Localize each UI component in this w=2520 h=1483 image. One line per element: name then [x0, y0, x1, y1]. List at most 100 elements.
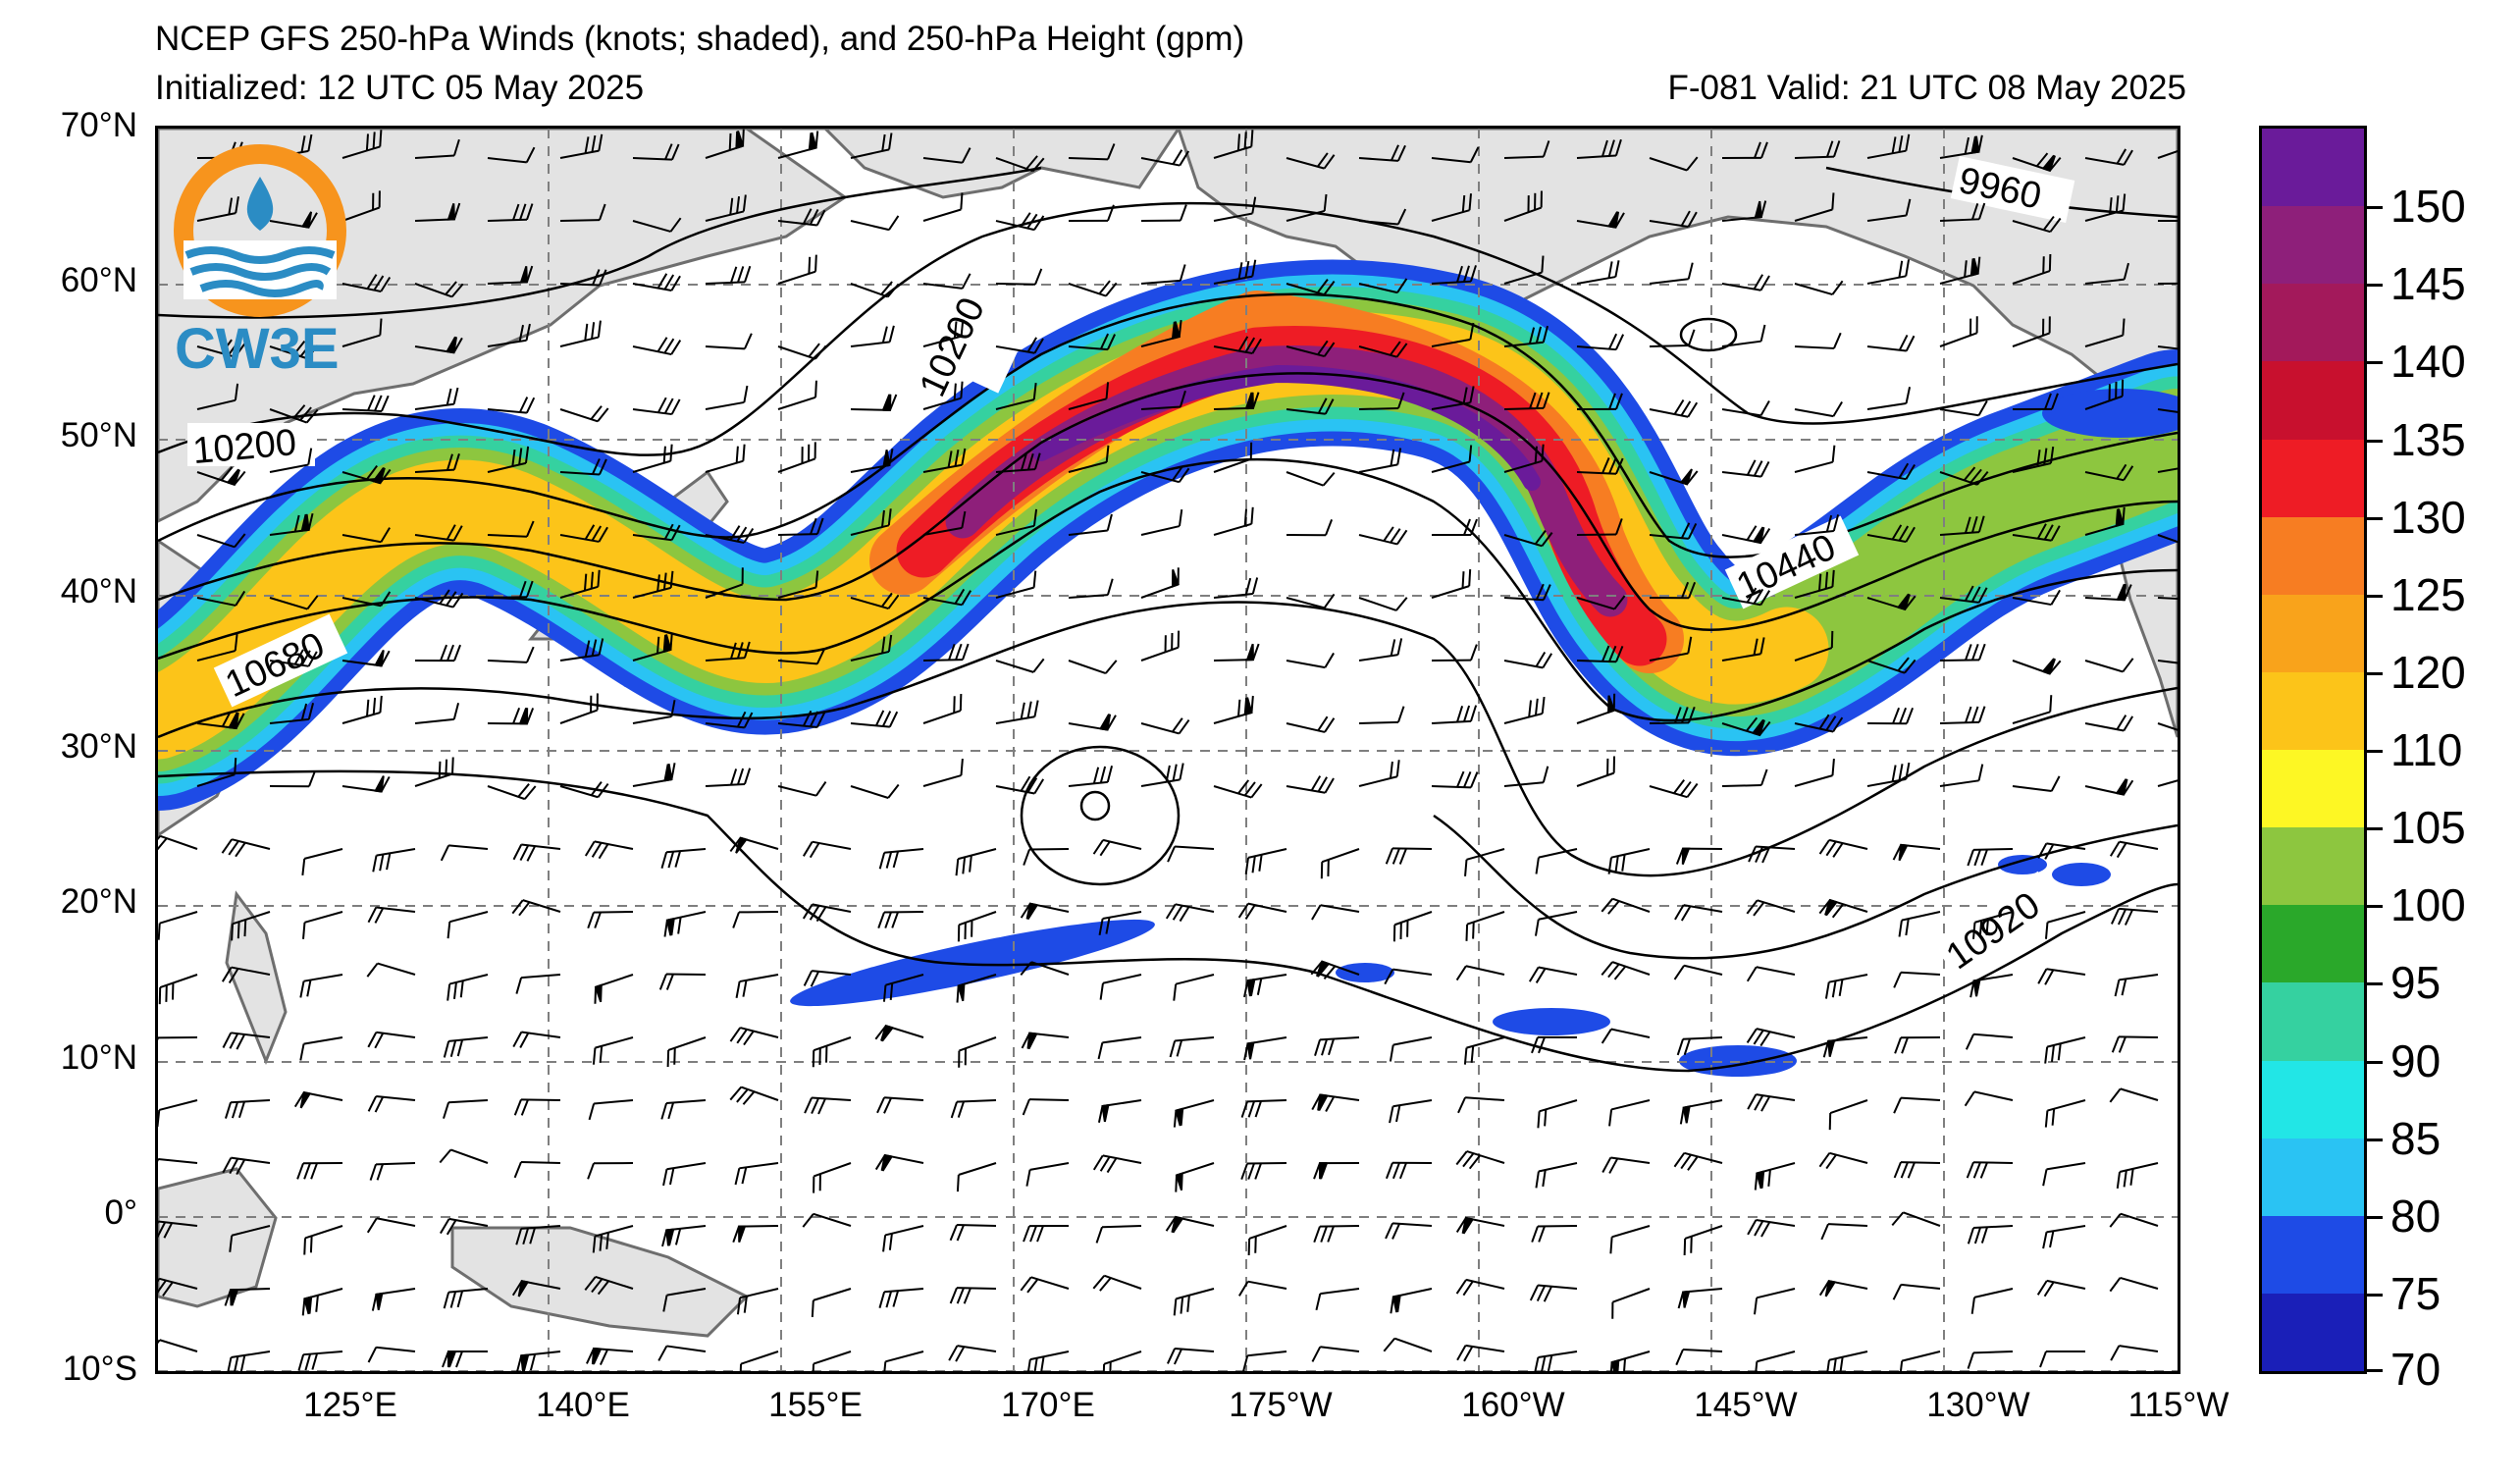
- wind-barb: [158, 1339, 198, 1354]
- wind-barb: [666, 1036, 707, 1068]
- wind-barb: [874, 1153, 924, 1172]
- wind-barb: [882, 1225, 924, 1252]
- wind-barb: [1531, 1225, 1578, 1243]
- wind-barb: [1972, 911, 2014, 939]
- wind-barb: [1866, 198, 1912, 222]
- wind-barb: [956, 1162, 997, 1192]
- wind-barb: [1140, 390, 1186, 410]
- wind-barb: [661, 1225, 707, 1247]
- wind-barb: [922, 381, 964, 410]
- wind-barb: [1358, 448, 1402, 473]
- wind-barb: [2044, 1099, 2086, 1128]
- wind-barb: [1455, 1278, 1505, 1297]
- colorbar-tick: [2367, 206, 2383, 210]
- wind-barb: [513, 1161, 561, 1179]
- colorbar-segment: [2262, 594, 2364, 673]
- wind-barb: [1431, 322, 1475, 347]
- wind-barb: [1167, 1347, 1215, 1365]
- wind-barb: [958, 1036, 997, 1068]
- wind-barb: [1503, 444, 1545, 473]
- wind-barb: [1313, 1225, 1360, 1244]
- wind-barb: [414, 452, 460, 473]
- wind-barb: [1455, 1216, 1505, 1235]
- wind-barb: [995, 775, 1045, 795]
- wind-barb: [1794, 280, 1844, 295]
- wind-barb: [1969, 974, 2014, 998]
- wind-barb: [1939, 256, 1981, 285]
- wind-barb: [2157, 144, 2178, 159]
- wind-barb: [1675, 1349, 1723, 1366]
- wind-barb: [732, 911, 779, 928]
- wind-barb: [1140, 717, 1190, 735]
- wind-barb: [487, 446, 530, 473]
- wind-barb: [705, 444, 746, 473]
- wind-barb: [1097, 1036, 1142, 1060]
- wind-barb: [269, 703, 315, 724]
- wind-barb: [1092, 838, 1142, 857]
- wind-barb: [2084, 778, 2134, 796]
- colorbar-tick: [2367, 594, 2383, 598]
- wind-barb: [1601, 1028, 1651, 1044]
- wind-barb: [1746, 899, 1796, 917]
- wind-barb: [1068, 578, 1114, 599]
- wind-barb: [1431, 265, 1477, 285]
- wind-barb: [1102, 1351, 1142, 1371]
- lat-label-20n: 20°N: [60, 882, 137, 921]
- blob-7: [2042, 389, 2178, 438]
- wind-barb: [1286, 193, 1328, 222]
- wind-barb: [850, 325, 895, 347]
- figure-title: NCEP GFS 250-hPa Winds (knots; shaded), …: [155, 20, 1245, 58]
- wind-barb: [1240, 1162, 1287, 1180]
- wind-barb: [632, 397, 681, 416]
- wind-barb: [515, 1351, 561, 1371]
- colorbar-tick: [2367, 982, 2383, 986]
- wind-barb: [2012, 775, 2061, 792]
- colorbar-label: 145: [2390, 258, 2466, 310]
- wind-barb: [1315, 1288, 1360, 1311]
- colorbar-segment: [2262, 284, 2364, 363]
- wind-barb: [2157, 660, 2178, 666]
- wind-barb: [1455, 1150, 1505, 1170]
- colorbar-label: 105: [2390, 802, 2466, 854]
- wind-barb: [372, 848, 416, 873]
- wind-barb: [1068, 204, 1115, 222]
- colorbar-label: 125: [2390, 568, 2466, 620]
- wind-barb: [587, 911, 634, 928]
- wind-barb: [922, 192, 964, 222]
- wind-barb: [705, 265, 752, 285]
- wind-barb: [1746, 966, 1796, 982]
- wind-barb: [1068, 143, 1116, 161]
- wind-barb: [1140, 149, 1190, 167]
- wind-barb: [995, 570, 1037, 599]
- wind-barb: [2109, 1212, 2159, 1228]
- wind-barb: [949, 1287, 997, 1304]
- wind-barb: [2084, 658, 2134, 673]
- wind-barb: [1431, 193, 1472, 222]
- blob-6: [2052, 863, 2111, 886]
- wind-barb: [1939, 643, 1986, 662]
- wind-barb: [777, 131, 819, 159]
- wind-barb: [850, 710, 899, 728]
- wind-barb: [850, 508, 892, 536]
- wind-barb: [995, 508, 1038, 536]
- wind-barb: [777, 442, 816, 473]
- wind-barb: [1601, 961, 1651, 980]
- wind-barb: [1237, 1280, 1287, 1297]
- wind-barb: [586, 1347, 634, 1365]
- wind-barb: [512, 843, 561, 862]
- wind-barb: [414, 703, 460, 724]
- wind-barb: [442, 1350, 489, 1368]
- colorbar-label: 70: [2390, 1344, 2441, 1395]
- wind-barb: [1503, 255, 1545, 285]
- wind-barb: [1794, 140, 1841, 159]
- wind-barb: [1576, 333, 1625, 351]
- wind-barb: [196, 711, 245, 730]
- wind-barb: [1965, 1033, 2014, 1050]
- wind-barb: [2012, 393, 2059, 410]
- wind-barb: [584, 1275, 634, 1296]
- colorbar-segment: [2262, 516, 2364, 596]
- wind-barb: [2157, 464, 2178, 473]
- wind-barb: [2084, 318, 2126, 347]
- wind-barb: [1721, 400, 1770, 417]
- wind-barb: [802, 840, 852, 859]
